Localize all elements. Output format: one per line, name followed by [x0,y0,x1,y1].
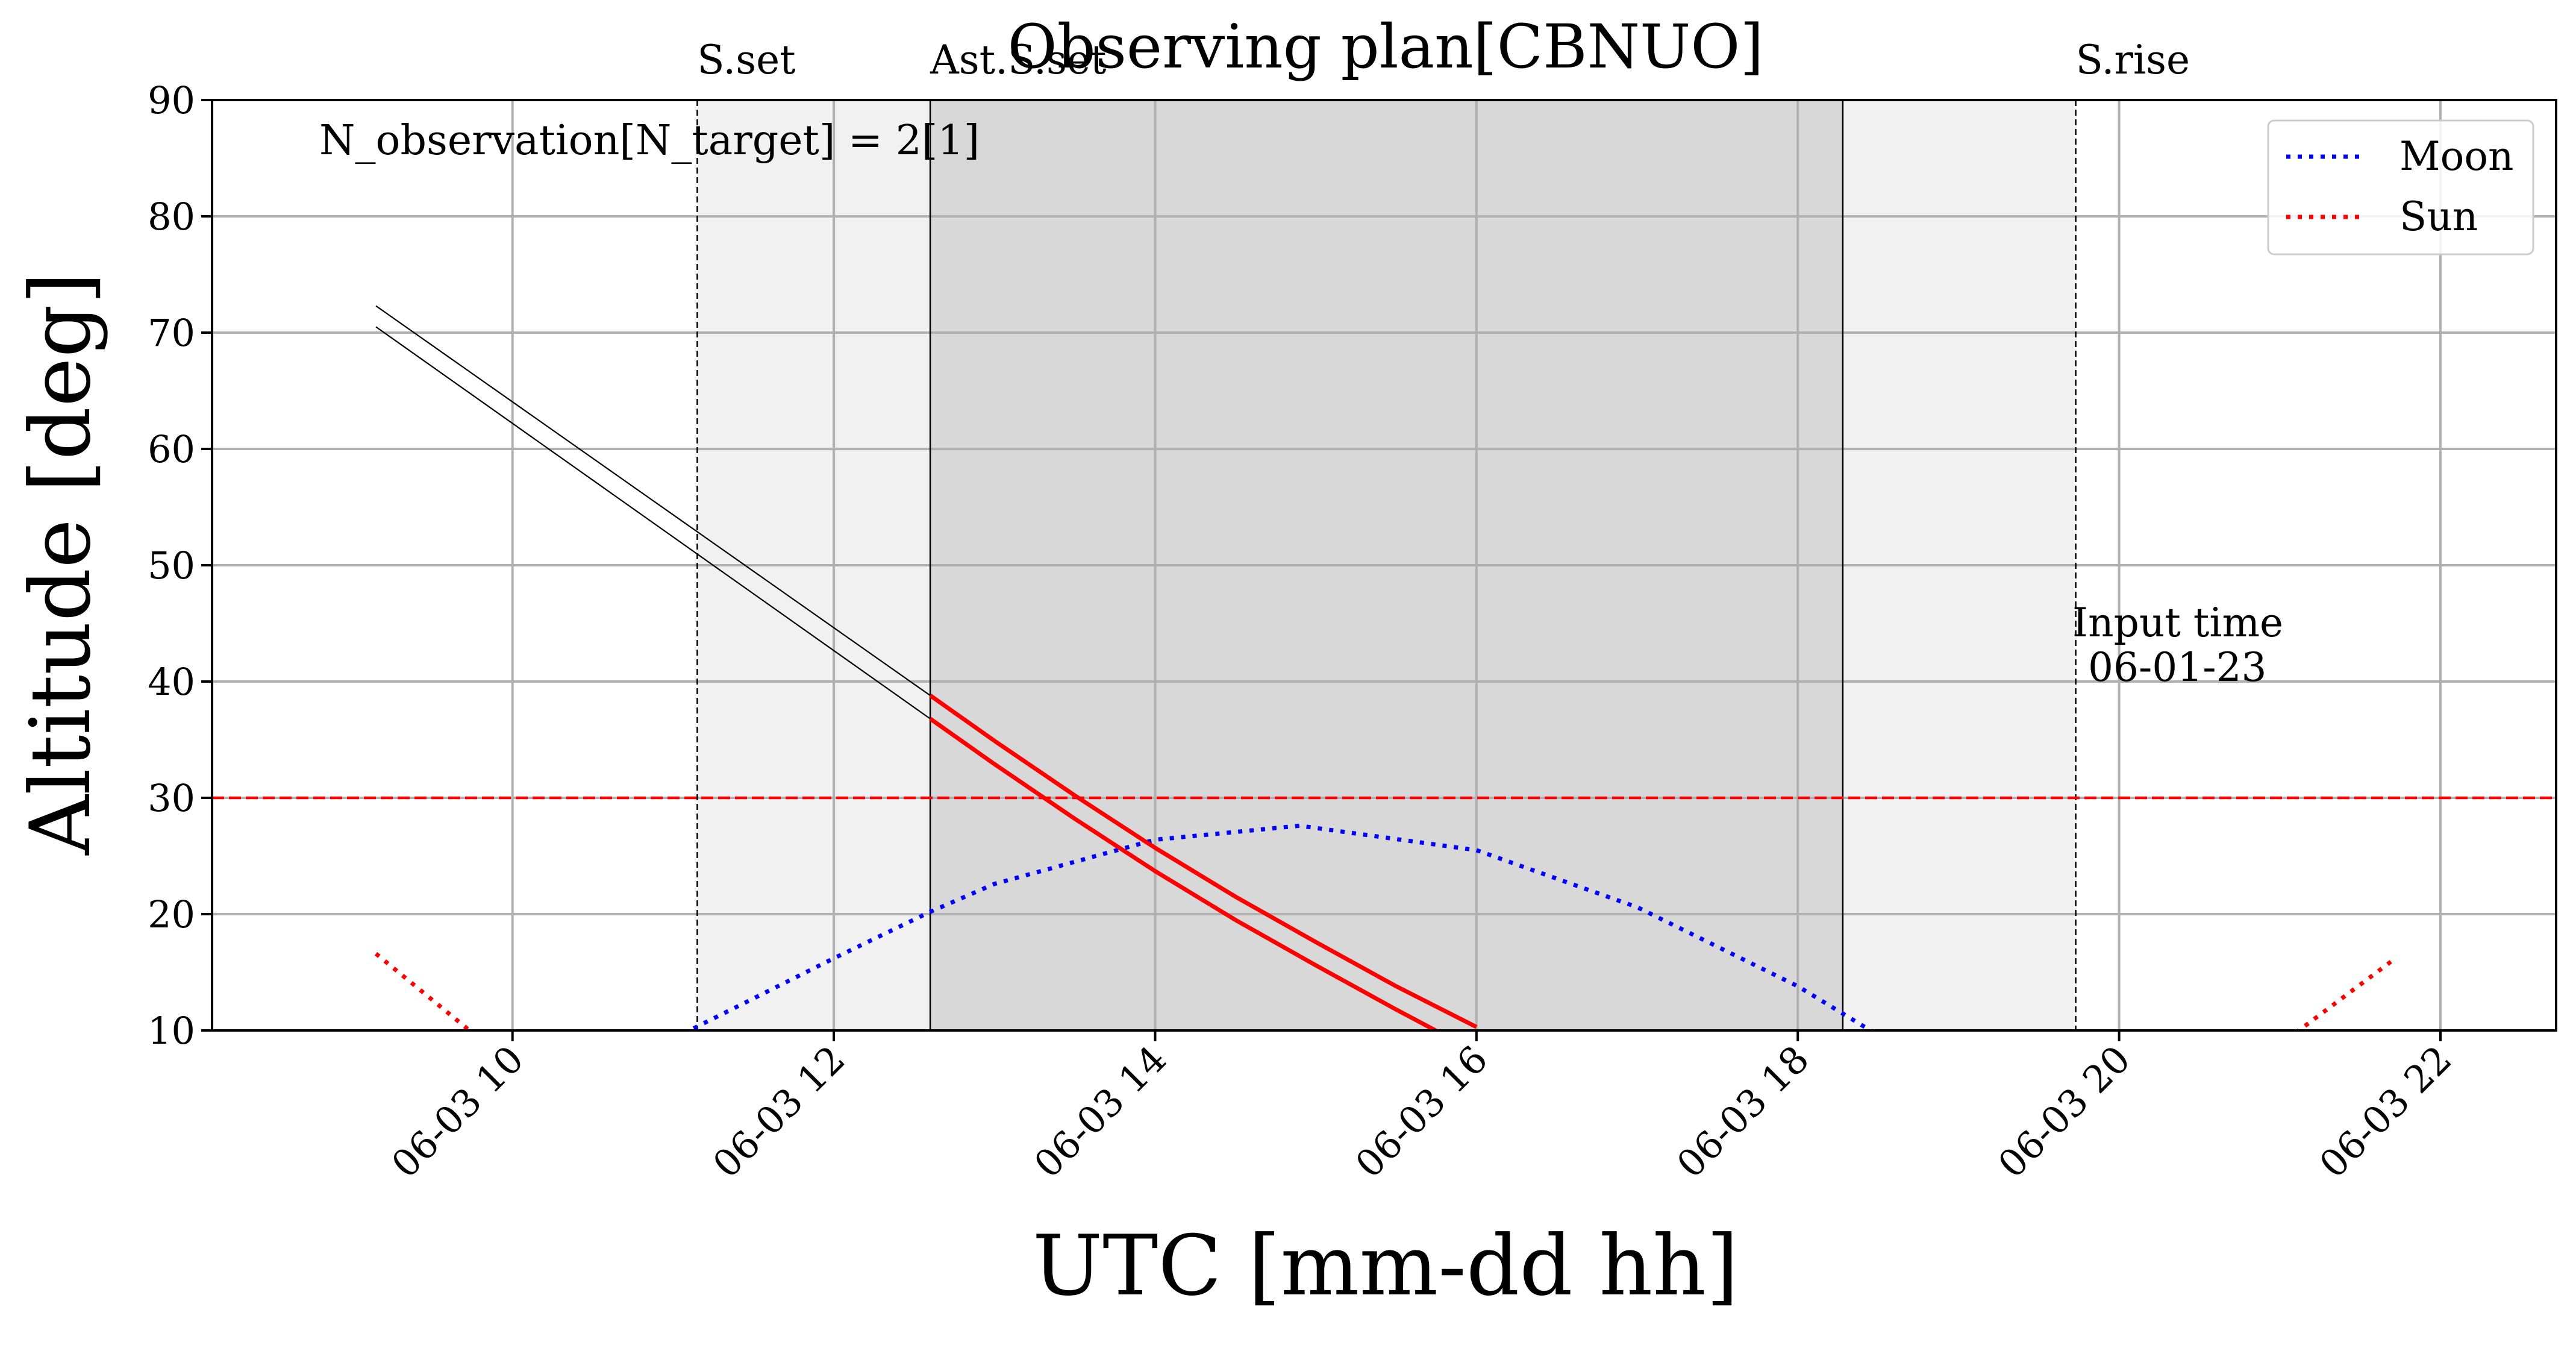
input-time-label: Input time [2072,600,2283,646]
event-label-1: Ast.S.set [930,37,1106,83]
y-tick-label: 10 [148,1009,195,1053]
series-moon-0 [684,823,1875,1030]
legend-label-sun: Sun [2399,193,2478,240]
x-tick-label: 06-03 18 [1668,1037,1818,1187]
series-sun-1 [374,952,2394,1030]
legend: Moon Sun [2267,119,2534,256]
x-tick-label: 06-03 14 [1025,1037,1175,1187]
y-tick-label: 80 [148,195,195,239]
x-tick-label: 06-03 10 [383,1037,533,1187]
x-axis-label: UTC [mm-dd hh] [1033,1217,1739,1314]
y-tick-label: 20 [148,892,195,936]
y-tick-label: 30 [148,776,195,820]
x-tick-label: 06-03 12 [704,1037,854,1187]
series-target-3 [375,326,931,720]
x-tick-label: 06-03 20 [1989,1037,2139,1187]
series-target-2 [375,305,931,697]
legend-label-moon: Moon [2399,133,2514,180]
y-axis-label: Altitude [deg] [12,272,109,856]
y-tick-label: 90 [148,78,195,122]
x-tick-label: 06-03 22 [2311,1037,2460,1187]
series-target-4 [929,694,1478,1029]
event-label-0: S.set [697,37,795,83]
chart-title: Observing plan[CBNUO] [1008,11,1764,82]
input-time-value: 06-01-23 [2088,644,2267,691]
y-tick-label: 50 [148,544,195,588]
observation-count-annotation: N_observation[N_target] = 2[1] [319,117,980,165]
series-target-5 [929,716,1440,1030]
y-tick-label: 40 [148,660,195,704]
legend-box [2267,119,2534,256]
y-tick-label: 70 [148,311,195,355]
x-tick-label: 06-03 16 [1347,1037,1496,1187]
event-label-3: S.rise [2076,37,2190,83]
y-tick-label: 60 [148,427,195,471]
